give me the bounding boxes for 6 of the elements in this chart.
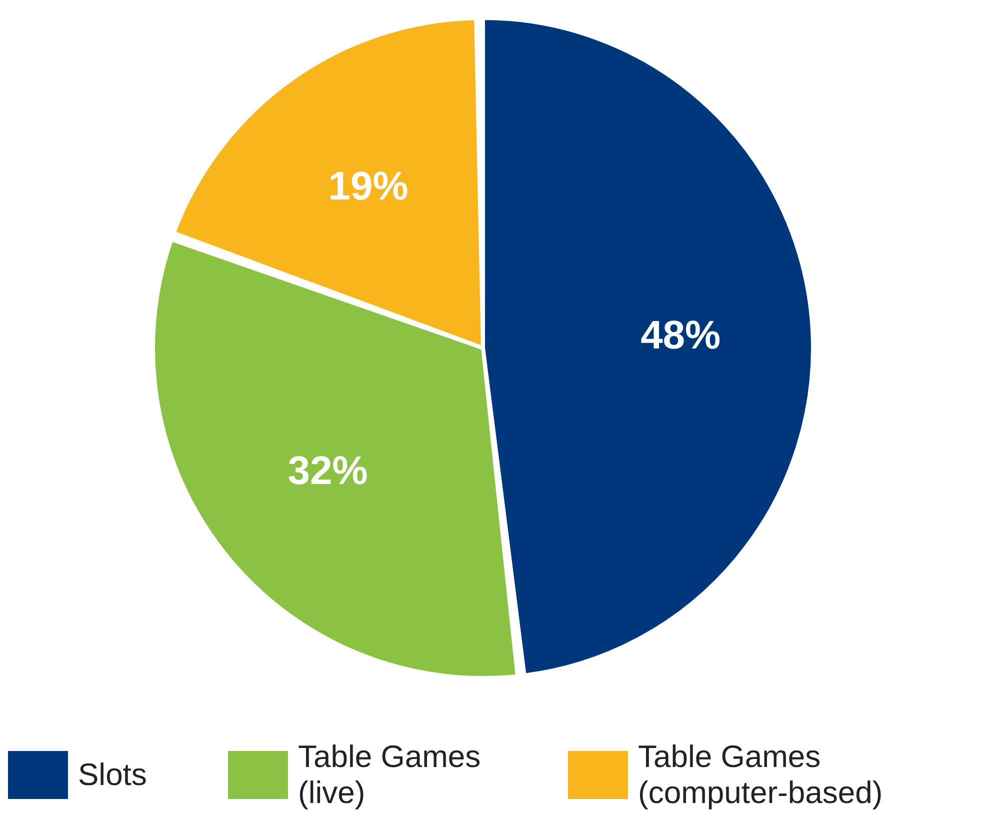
- legend-label: Table Games (live): [298, 739, 482, 811]
- legend-label: Slots: [78, 757, 148, 793]
- data-label: 48%: [640, 314, 721, 358]
- data-label: 32%: [288, 448, 368, 493]
- data-label: 19%: [328, 164, 408, 209]
- legend-label: Table Games (computer-based): [638, 739, 884, 811]
